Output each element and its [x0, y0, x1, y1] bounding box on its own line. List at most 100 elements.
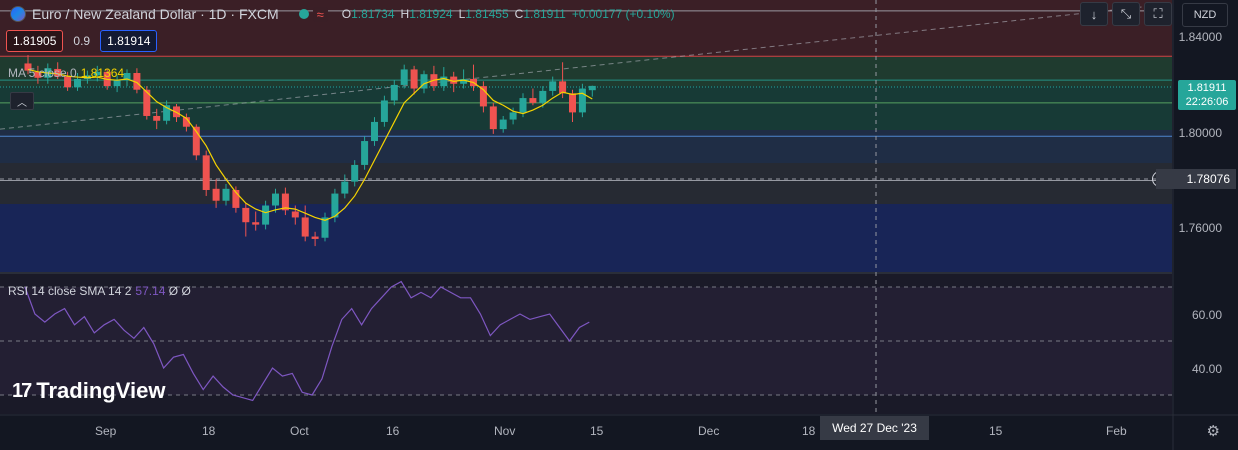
candle-body [182, 117, 190, 127]
price-tick-3: 1.76000 [1178, 221, 1222, 235]
arrow-down-icon[interactable]: ↓ [1080, 2, 1108, 26]
candle-body [578, 88, 586, 113]
price-tick-1: 1.84000 [1178, 30, 1222, 44]
last-price-value: 1.81911 [1187, 82, 1227, 94]
currency-selector[interactable]: NZD [1182, 3, 1228, 27]
candle-body [272, 193, 279, 206]
candle-body [212, 188, 220, 201]
price-tick-2: 1.80000 [1178, 126, 1222, 140]
x-tick-oct: Oct [290, 424, 309, 438]
x-tick-15-jan: 15 [989, 424, 1003, 438]
price-zone-0 [0, 0, 1172, 57]
candle-body [351, 164, 359, 182]
candle-body [529, 98, 537, 103]
candle-body [192, 126, 200, 156]
candle-body [410, 69, 418, 89]
rsi-legend-label: RSI 14 close SMA 14 2 [8, 284, 132, 298]
rsi-tick-1: 60.00 [1191, 308, 1222, 322]
fullscreen-icon[interactable]: ⛶ [1144, 2, 1172, 26]
ohlc-high-key: H [400, 7, 410, 21]
x-tick-18-dec: 18 [802, 424, 816, 438]
price-zone-1 [0, 57, 1172, 86]
candle-body [321, 217, 329, 238]
candle-body [450, 76, 458, 84]
candle-body [361, 141, 369, 165]
collapse-icon[interactable]: ⤡ [1112, 2, 1140, 26]
ohlc-low: 1.81455 [465, 7, 509, 21]
candle-body [489, 106, 497, 130]
x-tick-15: 15 [590, 424, 604, 438]
candle-body [440, 76, 448, 87]
rsi-legend-extra: Ø Ø [168, 284, 191, 298]
x-tick-feb: Feb [1106, 424, 1127, 438]
tilde-icon[interactable]: ≈ [312, 6, 328, 22]
candle-body [24, 63, 32, 71]
tradingview-mark-icon: 17 [12, 379, 32, 402]
tradingview-logo[interactable]: 17 TradingView [12, 378, 165, 404]
chart-header: Euro / New Zealand Dollar · 1D · FXCM ≈ … [0, 0, 1180, 28]
candle-body [93, 71, 101, 76]
price-zone-5 [0, 204, 1172, 272]
candle-body [400, 69, 408, 85]
rsi-line [24, 280, 590, 402]
candle-body [291, 211, 299, 218]
x-tick-dec: Dec [698, 424, 720, 438]
candle-body [252, 222, 260, 225]
sell-button[interactable]: 1.81905 [6, 30, 64, 52]
ma-legend-value: 1.81364 [80, 66, 125, 80]
candle-body [311, 236, 319, 239]
candle-body [202, 155, 210, 190]
trade-panel: 1.81905 0.9 1.81914 [6, 30, 158, 52]
candle-body [380, 100, 388, 122]
candle-body [133, 73, 141, 90]
symbol-title[interactable]: Euro / New Zealand Dollar · 1D · FXCM [32, 6, 279, 22]
candle-body [163, 105, 171, 121]
ma-legend-label: MA 5 close 0 [8, 66, 77, 80]
candle-body [460, 78, 468, 84]
price-zone-3 [0, 130, 1172, 163]
candle-body [509, 112, 517, 120]
currency-flag-icon [10, 6, 26, 22]
candle-body [479, 86, 487, 107]
rsi-legend-value: 57.14 [135, 284, 166, 298]
settings-gear-icon[interactable]: ⚙ [1206, 423, 1220, 440]
ohlc-low-key: L [458, 7, 466, 21]
trend-line [0, 3, 1173, 130]
candle-body [569, 93, 576, 113]
ma-legend[interactable]: MA 5 close 0 1.81364 [8, 66, 124, 80]
candle-body [331, 193, 339, 218]
ohlc-open-key: O [341, 7, 352, 21]
x-tick-sep: Sep [95, 424, 117, 438]
ohlc-high: 1.81924 [409, 7, 453, 21]
candle-body [143, 89, 151, 116]
price-zone-2 [0, 86, 1172, 130]
buy-button[interactable]: 1.81914 [100, 30, 158, 52]
candle-body [371, 121, 378, 142]
collapse-legend-icon[interactable]: ︿ [10, 92, 34, 110]
candle-body [519, 98, 527, 113]
candle-body [549, 81, 557, 91]
price-zone-4 [0, 163, 1172, 204]
x-tick-16: 16 [386, 424, 400, 438]
spread-value: 0.9 [73, 34, 91, 48]
ohlc-values: O1.81734 H1.81924 L1.81455 C1.81911 +0.0… [342, 7, 675, 21]
crosshair-price-label: 1.78076 [1156, 169, 1236, 189]
rsi-tick-2: 40.00 [1191, 362, 1222, 376]
candle-body [222, 188, 230, 201]
candle-body [232, 189, 240, 208]
ohlc-open: 1.81734 [351, 7, 395, 21]
rsi-legend[interactable]: RSI 14 close SMA 14 2 57.14 Ø Ø [8, 284, 191, 298]
last-price-label: 1.81911 22:26:06 [1178, 80, 1236, 110]
candle-body [262, 205, 270, 225]
candle-body [242, 207, 250, 223]
candle-body [74, 78, 81, 88]
candle-body [301, 217, 309, 237]
candle-body [588, 85, 596, 91]
candle-body [64, 76, 72, 88]
ohlc-close: 1.81911 [523, 7, 566, 21]
ohlc-change: +0.00177 (+0.10%) [571, 7, 675, 21]
candle-body [390, 84, 398, 101]
candle-body [559, 81, 567, 94]
candle-body [539, 90, 547, 103]
